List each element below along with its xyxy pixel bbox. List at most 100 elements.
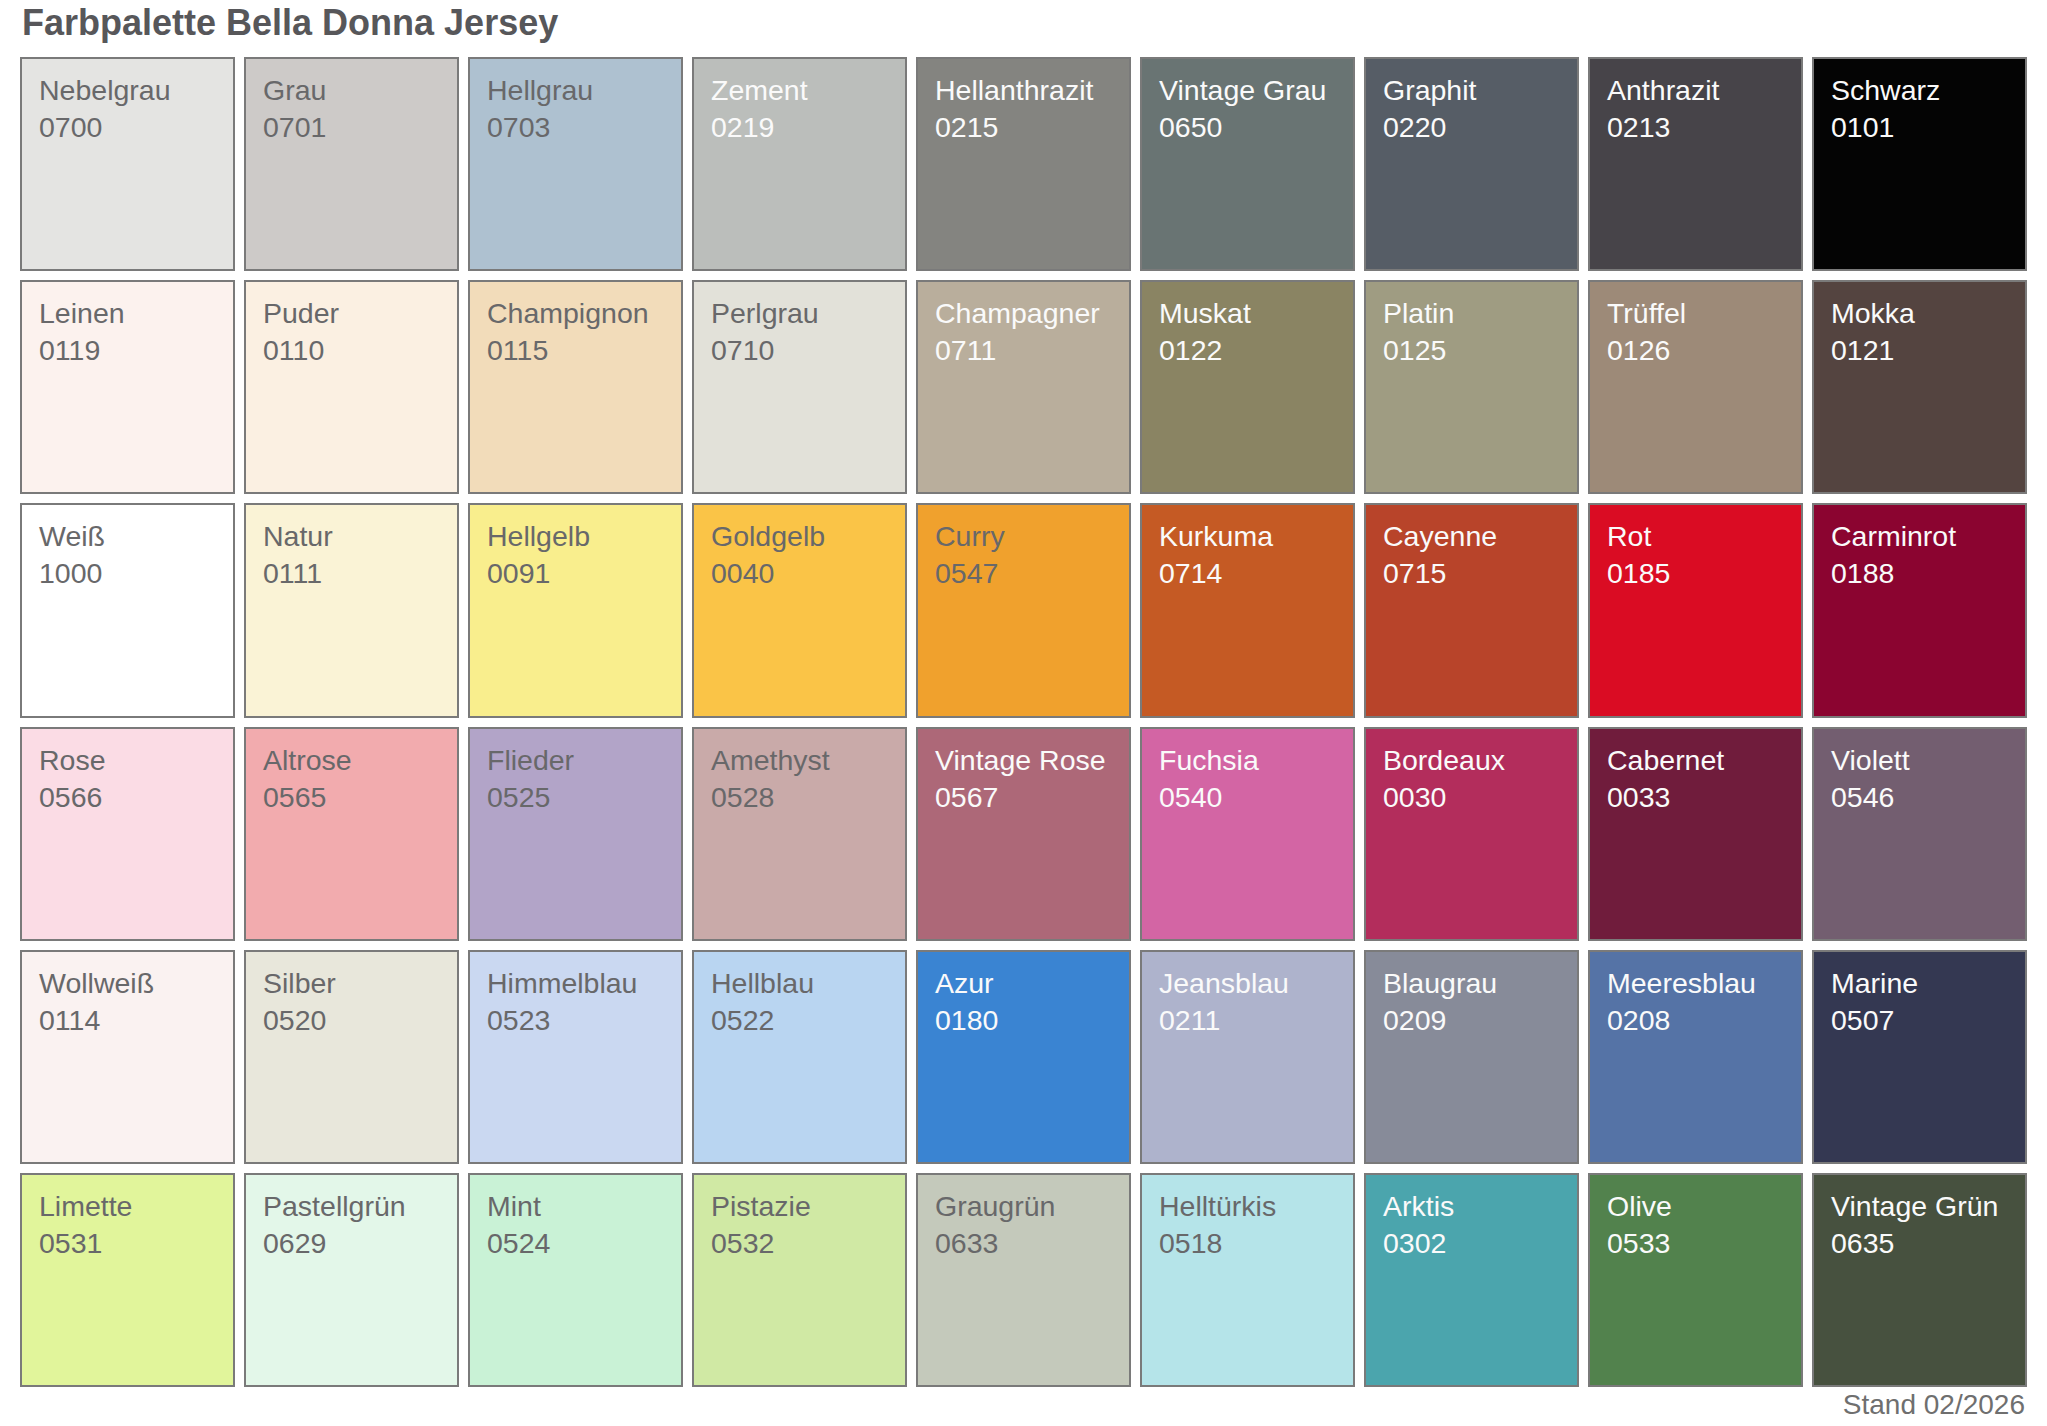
color-swatch: Goldgelb0040 xyxy=(692,503,907,717)
swatch-name: Meeresblau xyxy=(1607,965,1784,1002)
color-swatch: Pastellgrün0629 xyxy=(244,1173,459,1387)
swatch-code: 0215 xyxy=(935,109,1112,146)
swatch-name: Bordeaux xyxy=(1383,742,1560,779)
swatch-code: 0547 xyxy=(935,555,1112,592)
color-swatch: Vintage Grau0650 xyxy=(1140,57,1355,271)
swatch-name: Graphit xyxy=(1383,72,1560,109)
swatch-code: 0701 xyxy=(263,109,440,146)
swatch-code: 1000 xyxy=(39,555,216,592)
swatch-name: Grau xyxy=(263,72,440,109)
swatch-code: 0525 xyxy=(487,779,664,816)
swatch-name: Rot xyxy=(1607,518,1784,555)
color-swatch: Zement0219 xyxy=(692,57,907,271)
swatch-code: 0700 xyxy=(39,109,216,146)
swatch-name: Olive xyxy=(1607,1188,1784,1225)
color-swatch: Rose0566 xyxy=(20,727,235,941)
swatch-code: 0520 xyxy=(263,1002,440,1039)
swatch-code: 0125 xyxy=(1383,332,1560,369)
swatch-name: Platin xyxy=(1383,295,1560,332)
swatch-name: Amethyst xyxy=(711,742,888,779)
swatch-code: 0565 xyxy=(263,779,440,816)
color-swatch: Jeansblau0211 xyxy=(1140,950,1355,1164)
swatch-name: Azur xyxy=(935,965,1112,1002)
swatch-code: 0714 xyxy=(1159,555,1336,592)
swatch-code: 0040 xyxy=(711,555,888,592)
revision-date: Stand 02/2026 xyxy=(1843,1389,2025,1421)
swatch-code: 0219 xyxy=(711,109,888,146)
swatch-code: 0110 xyxy=(263,332,440,369)
color-swatch: Trüffel0126 xyxy=(1588,280,1803,494)
swatch-grid: Nebelgrau0700Grau0701Hellgrau0703Zement0… xyxy=(20,57,2027,1387)
color-swatch: Hellblau0522 xyxy=(692,950,907,1164)
swatch-name: Cayenne xyxy=(1383,518,1560,555)
swatch-code: 0180 xyxy=(935,1002,1112,1039)
swatch-code: 0524 xyxy=(487,1225,664,1262)
swatch-code: 0209 xyxy=(1383,1002,1560,1039)
color-swatch: Cabernet0033 xyxy=(1588,727,1803,941)
swatch-code: 0091 xyxy=(487,555,664,592)
color-swatch: Nebelgrau0700 xyxy=(20,57,235,271)
swatch-code: 0710 xyxy=(711,332,888,369)
swatch-code: 0302 xyxy=(1383,1225,1560,1262)
swatch-name: Fuchsia xyxy=(1159,742,1336,779)
swatch-name: Helltürkis xyxy=(1159,1188,1336,1225)
swatch-name: Nebelgrau xyxy=(39,72,216,109)
color-swatch: Kurkuma0714 xyxy=(1140,503,1355,717)
color-swatch: Wollweiß0114 xyxy=(20,950,235,1164)
swatch-code: 0633 xyxy=(935,1225,1112,1262)
swatch-code: 0531 xyxy=(39,1225,216,1262)
swatch-code: 0507 xyxy=(1831,1002,2008,1039)
swatch-name: Weiß xyxy=(39,518,216,555)
color-swatch: Blaugrau0209 xyxy=(1364,950,1579,1164)
color-swatch: Hellgelb0091 xyxy=(468,503,683,717)
color-swatch: Perlgrau0710 xyxy=(692,280,907,494)
color-swatch: Leinen0119 xyxy=(20,280,235,494)
swatch-name: Silber xyxy=(263,965,440,1002)
swatch-code: 0523 xyxy=(487,1002,664,1039)
swatch-name: Arktis xyxy=(1383,1188,1560,1225)
swatch-name: Vintage Grün xyxy=(1831,1188,2008,1225)
swatch-code: 0185 xyxy=(1607,555,1784,592)
swatch-code: 0208 xyxy=(1607,1002,1784,1039)
swatch-name: Hellgrau xyxy=(487,72,664,109)
color-swatch: Flieder0525 xyxy=(468,727,683,941)
swatch-name: Vintage Rose xyxy=(935,742,1112,779)
swatch-name: Hellblau xyxy=(711,965,888,1002)
swatch-name: Perlgrau xyxy=(711,295,888,332)
color-swatch: Bordeaux0030 xyxy=(1364,727,1579,941)
swatch-name: Natur xyxy=(263,518,440,555)
swatch-code: 0528 xyxy=(711,779,888,816)
swatch-name: Mokka xyxy=(1831,295,2008,332)
swatch-name: Cabernet xyxy=(1607,742,1784,779)
swatch-code: 0122 xyxy=(1159,332,1336,369)
color-swatch: Grau0701 xyxy=(244,57,459,271)
swatch-code: 0115 xyxy=(487,332,664,369)
color-swatch: Arktis0302 xyxy=(1364,1173,1579,1387)
color-swatch: Mint0524 xyxy=(468,1173,683,1387)
swatch-name: Vintage Grau xyxy=(1159,72,1336,109)
swatch-code: 0540 xyxy=(1159,779,1336,816)
swatch-code: 0566 xyxy=(39,779,216,816)
color-swatch: Altrose0565 xyxy=(244,727,459,941)
swatch-name: Carminrot xyxy=(1831,518,2008,555)
swatch-code: 0703 xyxy=(487,109,664,146)
swatch-code: 0567 xyxy=(935,779,1112,816)
color-swatch: Anthrazit0213 xyxy=(1588,57,1803,271)
swatch-code: 0101 xyxy=(1831,109,2008,146)
swatch-name: Mint xyxy=(487,1188,664,1225)
swatch-name: Pastellgrün xyxy=(263,1188,440,1225)
swatch-code: 0121 xyxy=(1831,332,2008,369)
swatch-code: 0033 xyxy=(1607,779,1784,816)
color-swatch: Champagner0711 xyxy=(916,280,1131,494)
color-swatch: Hellanthrazit0215 xyxy=(916,57,1131,271)
swatch-name: Kurkuma xyxy=(1159,518,1336,555)
swatch-code: 0188 xyxy=(1831,555,2008,592)
color-swatch: Vintage Rose0567 xyxy=(916,727,1131,941)
color-swatch: Amethyst0528 xyxy=(692,727,907,941)
color-swatch: Hellgrau0703 xyxy=(468,57,683,271)
color-swatch: Himmelblau0523 xyxy=(468,950,683,1164)
color-swatch: Violett0546 xyxy=(1812,727,2027,941)
swatch-name: Goldgelb xyxy=(711,518,888,555)
color-swatch: Graphit0220 xyxy=(1364,57,1579,271)
swatch-code: 0532 xyxy=(711,1225,888,1262)
